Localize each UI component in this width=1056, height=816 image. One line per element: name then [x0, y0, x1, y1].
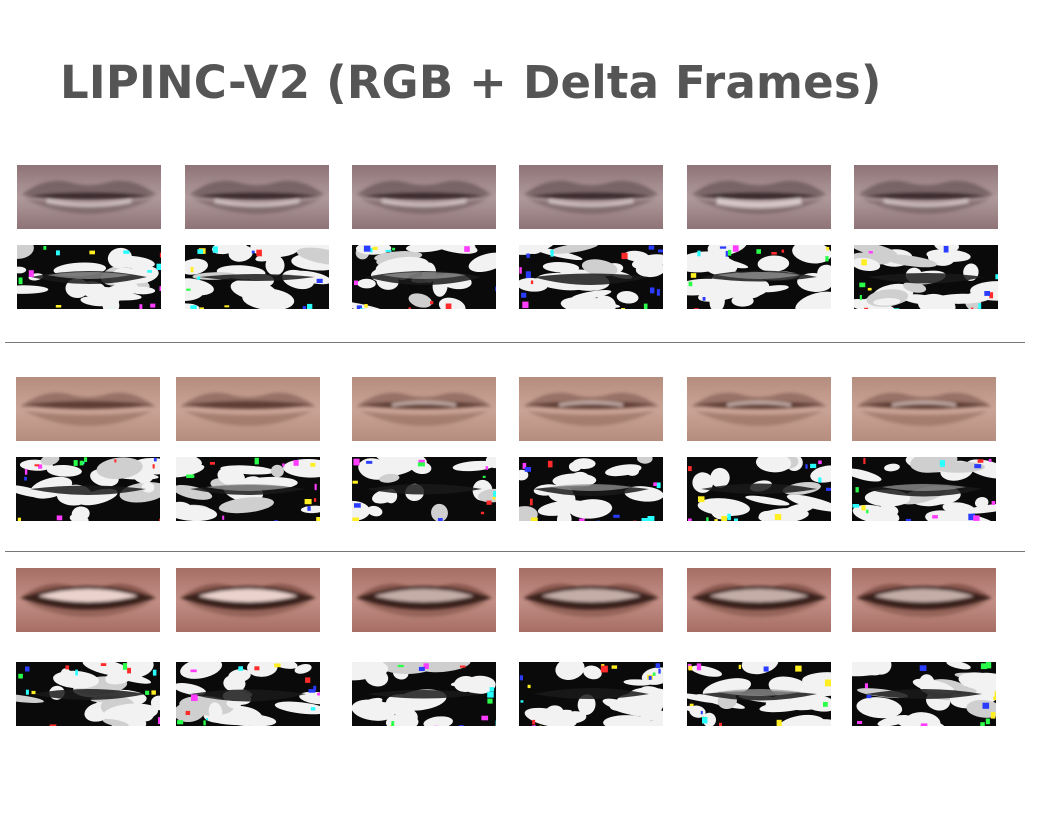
- lip-delta-frame: [519, 662, 663, 726]
- lip-delta-frame: [16, 662, 160, 726]
- lip-delta-frame: [17, 245, 161, 309]
- lip-rgb-frame: [352, 165, 496, 229]
- lip-rgb-frame: [17, 165, 161, 229]
- lip-delta-frame: [352, 457, 496, 521]
- lip-delta-frame: [687, 457, 831, 521]
- lip-rgb-frame: [687, 377, 831, 441]
- lip-rgb-frame: [687, 165, 831, 229]
- lip-delta-frame: [852, 457, 996, 521]
- lip-rgb-frame: [176, 568, 320, 632]
- lip-rgb-frame: [352, 568, 496, 632]
- lip-rgb-frame: [854, 165, 998, 229]
- lip-delta-frame: [352, 662, 496, 726]
- lip-delta-frame: [352, 245, 496, 309]
- lip-delta-frame: [852, 662, 996, 726]
- lip-delta-frame: [16, 457, 160, 521]
- lip-rgb-frame: [352, 377, 496, 441]
- group-divider-2: [5, 551, 1025, 552]
- lip-delta-frame: [176, 457, 320, 521]
- lip-rgb-frame: [16, 568, 160, 632]
- slide-title: LIPINC-V2 (RGB + Delta Frames): [60, 56, 882, 109]
- lip-delta-frame: [519, 245, 663, 309]
- lip-delta-frame: [185, 245, 329, 309]
- lip-delta-frame: [176, 662, 320, 726]
- lip-delta-frame: [854, 245, 998, 309]
- lip-delta-frame: [519, 457, 663, 521]
- lip-rgb-frame: [185, 165, 329, 229]
- lip-rgb-frame: [519, 165, 663, 229]
- lip-delta-frame: [687, 245, 831, 309]
- lip-rgb-frame: [687, 568, 831, 632]
- lip-rgb-frame: [16, 377, 160, 441]
- lip-rgb-frame: [852, 377, 996, 441]
- group-divider-1: [5, 342, 1025, 343]
- lip-rgb-frame: [852, 568, 996, 632]
- lip-delta-frame: [687, 662, 831, 726]
- lip-rgb-frame: [519, 568, 663, 632]
- lip-rgb-frame: [176, 377, 320, 441]
- lip-rgb-frame: [519, 377, 663, 441]
